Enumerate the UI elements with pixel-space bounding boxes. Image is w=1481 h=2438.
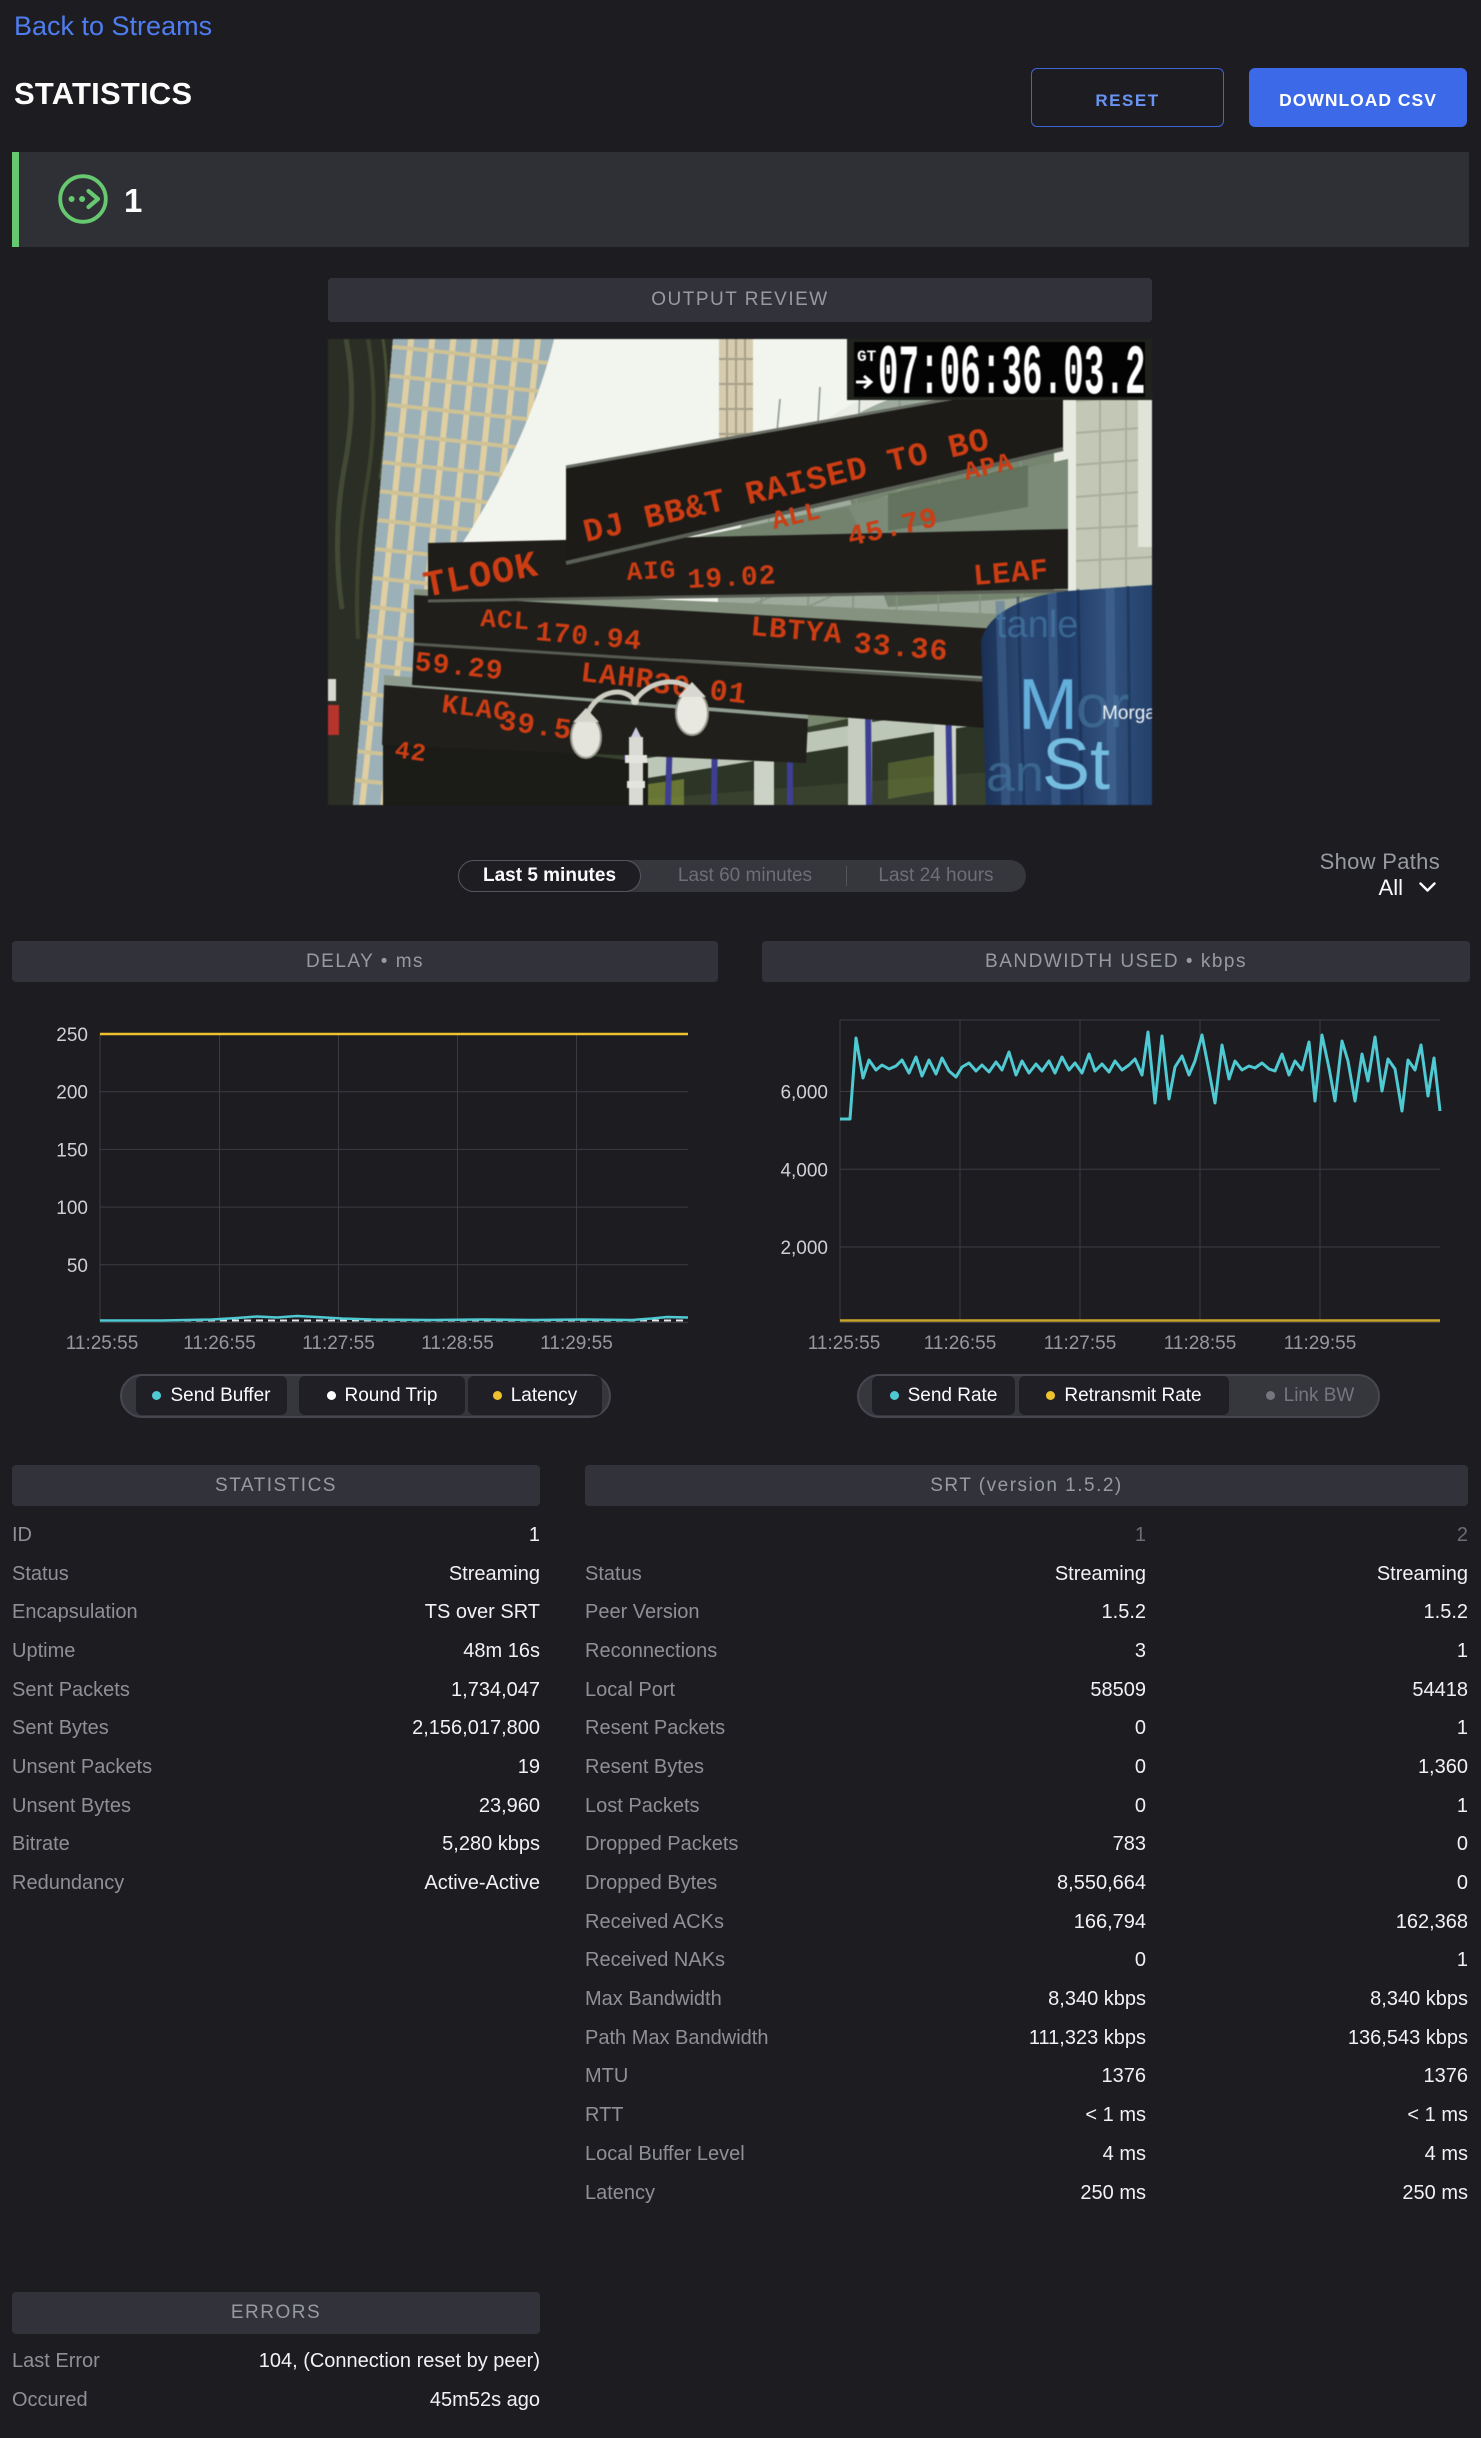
svg-text:150: 150 (56, 1140, 88, 1161)
svg-text:LEAF: LEAF (972, 554, 1051, 594)
svg-text:07:06:36.03.2: 07:06:36.03.2 (878, 339, 1146, 415)
svg-text:11:29:55: 11:29:55 (540, 1333, 613, 1354)
svg-text:6,000: 6,000 (780, 1083, 828, 1104)
svg-text:11:26:55: 11:26:55 (183, 1333, 256, 1354)
svg-text:Morga: Morga (1102, 703, 1152, 724)
svg-text:11:27:55: 11:27:55 (302, 1333, 375, 1354)
svg-text:50: 50 (67, 1256, 88, 1277)
svg-text:11:26:55: 11:26:55 (924, 1333, 997, 1354)
svg-text:ACL: ACL (479, 604, 531, 637)
svg-text:tanle: tanle (996, 604, 1078, 646)
svg-text:or: or (1076, 673, 1129, 740)
svg-text:AIG: AIG (626, 555, 677, 588)
svg-text:11:29:55: 11:29:55 (1284, 1333, 1357, 1354)
svg-text:100: 100 (56, 1198, 88, 1219)
svg-text:200: 200 (56, 1083, 88, 1104)
svg-text:42: 42 (393, 736, 429, 769)
svg-text:250: 250 (56, 1025, 88, 1046)
svg-text:11:28:55: 11:28:55 (421, 1333, 494, 1354)
svg-text:19.02: 19.02 (687, 561, 778, 597)
svg-text:33.36: 33.36 (852, 628, 950, 670)
svg-text:GT: GT (857, 348, 877, 366)
svg-text:2,000: 2,000 (780, 1238, 828, 1259)
svg-text:11:27:55: 11:27:55 (1044, 1333, 1117, 1354)
svg-text:LBTYA: LBTYA (749, 611, 844, 652)
svg-text:11:25:55: 11:25:55 (66, 1333, 139, 1354)
svg-text:11:28:55: 11:28:55 (1164, 1333, 1237, 1354)
svg-text:St: St (1042, 725, 1110, 805)
svg-text:M: M (1018, 665, 1078, 745)
svg-text:4,000: 4,000 (780, 1160, 828, 1181)
svg-text:11:25:55: 11:25:55 (808, 1333, 881, 1354)
svg-text:an: an (986, 745, 1044, 803)
